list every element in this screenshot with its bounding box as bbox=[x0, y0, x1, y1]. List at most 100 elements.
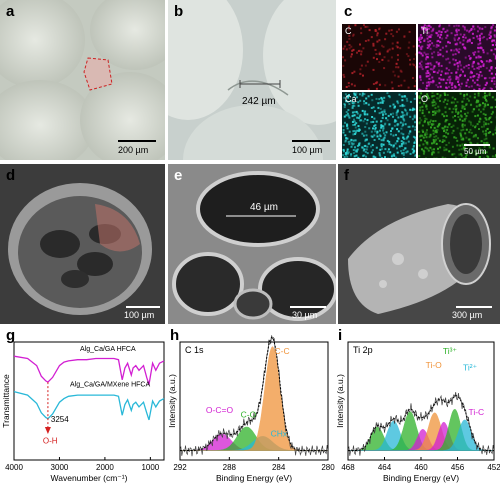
eds-pixel bbox=[474, 150, 477, 153]
eds-pixel bbox=[350, 153, 353, 156]
eds-pixel bbox=[434, 131, 437, 134]
eds-pixel bbox=[464, 155, 467, 158]
eds-pixel bbox=[378, 53, 381, 56]
eds-pixel bbox=[419, 134, 422, 137]
eds-pixel bbox=[360, 119, 363, 122]
eds-pixel bbox=[441, 46, 444, 49]
eds-pixel bbox=[458, 48, 461, 51]
eds-pixel bbox=[400, 143, 403, 145]
eds-pixel bbox=[422, 136, 425, 139]
eds-pixel bbox=[420, 26, 423, 29]
eds-pixel bbox=[393, 74, 396, 77]
eds-pixel bbox=[406, 113, 408, 116]
eds-pixel bbox=[368, 29, 371, 32]
eds-pixel bbox=[475, 105, 478, 108]
eds-pixel bbox=[485, 77, 488, 80]
eds-pixel bbox=[465, 136, 468, 139]
eds-pixel bbox=[427, 44, 430, 47]
eds-pixel bbox=[435, 135, 438, 138]
eds-pixel bbox=[495, 126, 498, 129]
eds-pixel bbox=[397, 58, 399, 61]
eds-pixel bbox=[485, 82, 488, 85]
eds-pixel bbox=[343, 75, 346, 78]
eds-pixel bbox=[365, 97, 368, 100]
eds-pixel bbox=[370, 130, 373, 133]
eds-pixel bbox=[421, 105, 424, 108]
scale-bar-f bbox=[456, 306, 492, 308]
eds-pixel bbox=[444, 111, 447, 114]
eds-pixel bbox=[488, 118, 490, 121]
eds-pixel bbox=[352, 152, 355, 155]
eds-pixel bbox=[423, 150, 426, 153]
eds-pixel bbox=[397, 116, 400, 119]
eds-pixel bbox=[464, 112, 467, 115]
eds-pixel bbox=[371, 116, 374, 118]
eds-pixel bbox=[363, 154, 366, 157]
eds-pixel bbox=[431, 95, 434, 98]
x-axis-label: Binding Energy (eV) bbox=[383, 473, 459, 483]
eds-pixel bbox=[356, 112, 359, 115]
eds-pixel bbox=[463, 33, 466, 36]
eds-pixel bbox=[431, 95, 433, 98]
eds-pixel bbox=[434, 70, 437, 73]
eds-pixel bbox=[468, 120, 471, 123]
eds-pixel bbox=[430, 30, 433, 33]
spectrum-title: C 1s bbox=[185, 345, 204, 355]
eds-pixel bbox=[469, 72, 472, 75]
eds-pixel bbox=[465, 84, 468, 87]
eds-pixel bbox=[357, 125, 360, 128]
eds-pixel bbox=[479, 65, 482, 68]
eds-pixel bbox=[375, 87, 378, 90]
eds-pixel bbox=[400, 144, 403, 147]
eds-pixel bbox=[351, 106, 354, 109]
eds-pixel bbox=[478, 73, 481, 76]
eds-pixel bbox=[354, 131, 357, 134]
eds-pixel bbox=[354, 150, 357, 153]
eds-pixel bbox=[441, 127, 444, 130]
eds-pixel bbox=[473, 134, 476, 137]
x-tick-label: 288 bbox=[223, 463, 237, 472]
eds-texture-ca bbox=[342, 92, 418, 160]
eds-pixel bbox=[488, 59, 491, 62]
eds-pixel bbox=[380, 139, 383, 142]
eds-pixel bbox=[464, 47, 467, 50]
eds-pixel bbox=[453, 152, 456, 155]
eds-pixel bbox=[390, 155, 393, 158]
eds-pixel bbox=[386, 119, 389, 122]
eds-pixel bbox=[439, 85, 442, 88]
eds-pixel bbox=[434, 140, 437, 143]
eds-pixel bbox=[432, 44, 435, 47]
eds-pixel bbox=[435, 43, 438, 46]
eds-pixel bbox=[429, 135, 432, 138]
eds-pixel bbox=[401, 122, 404, 125]
eds-pixel bbox=[366, 152, 369, 155]
eds-pixel bbox=[494, 106, 497, 108]
eds-pixel bbox=[476, 79, 479, 82]
eds-pixel bbox=[455, 62, 458, 65]
eds-pixel bbox=[426, 93, 429, 96]
eds-pixel bbox=[458, 60, 461, 63]
eds-pixel bbox=[418, 95, 421, 98]
eds-pixel bbox=[392, 35, 395, 38]
eds-pixel bbox=[421, 45, 424, 48]
eds-pixel bbox=[445, 86, 448, 89]
eds-pixel bbox=[419, 78, 422, 81]
eds-map-ti: Ti bbox=[418, 24, 498, 92]
eds-pixel bbox=[480, 32, 483, 35]
eds-pixel bbox=[476, 114, 479, 117]
eds-pixel bbox=[351, 143, 354, 146]
eds-pixel bbox=[463, 105, 466, 108]
eds-pixel bbox=[397, 66, 400, 69]
eds-pixel bbox=[427, 72, 430, 74]
eds-pixel bbox=[423, 121, 426, 124]
eds-pixel bbox=[380, 111, 383, 114]
eds-pixel bbox=[463, 124, 466, 127]
eds-pixel bbox=[420, 46, 423, 49]
eds-pixel bbox=[371, 99, 374, 102]
eds-pixel bbox=[342, 148, 345, 151]
eds-pixel bbox=[427, 24, 430, 27]
eds-pixel bbox=[427, 31, 430, 34]
eds-pixel bbox=[451, 111, 454, 114]
eds-pixel bbox=[392, 103, 395, 106]
eds-pixel bbox=[495, 43, 497, 46]
